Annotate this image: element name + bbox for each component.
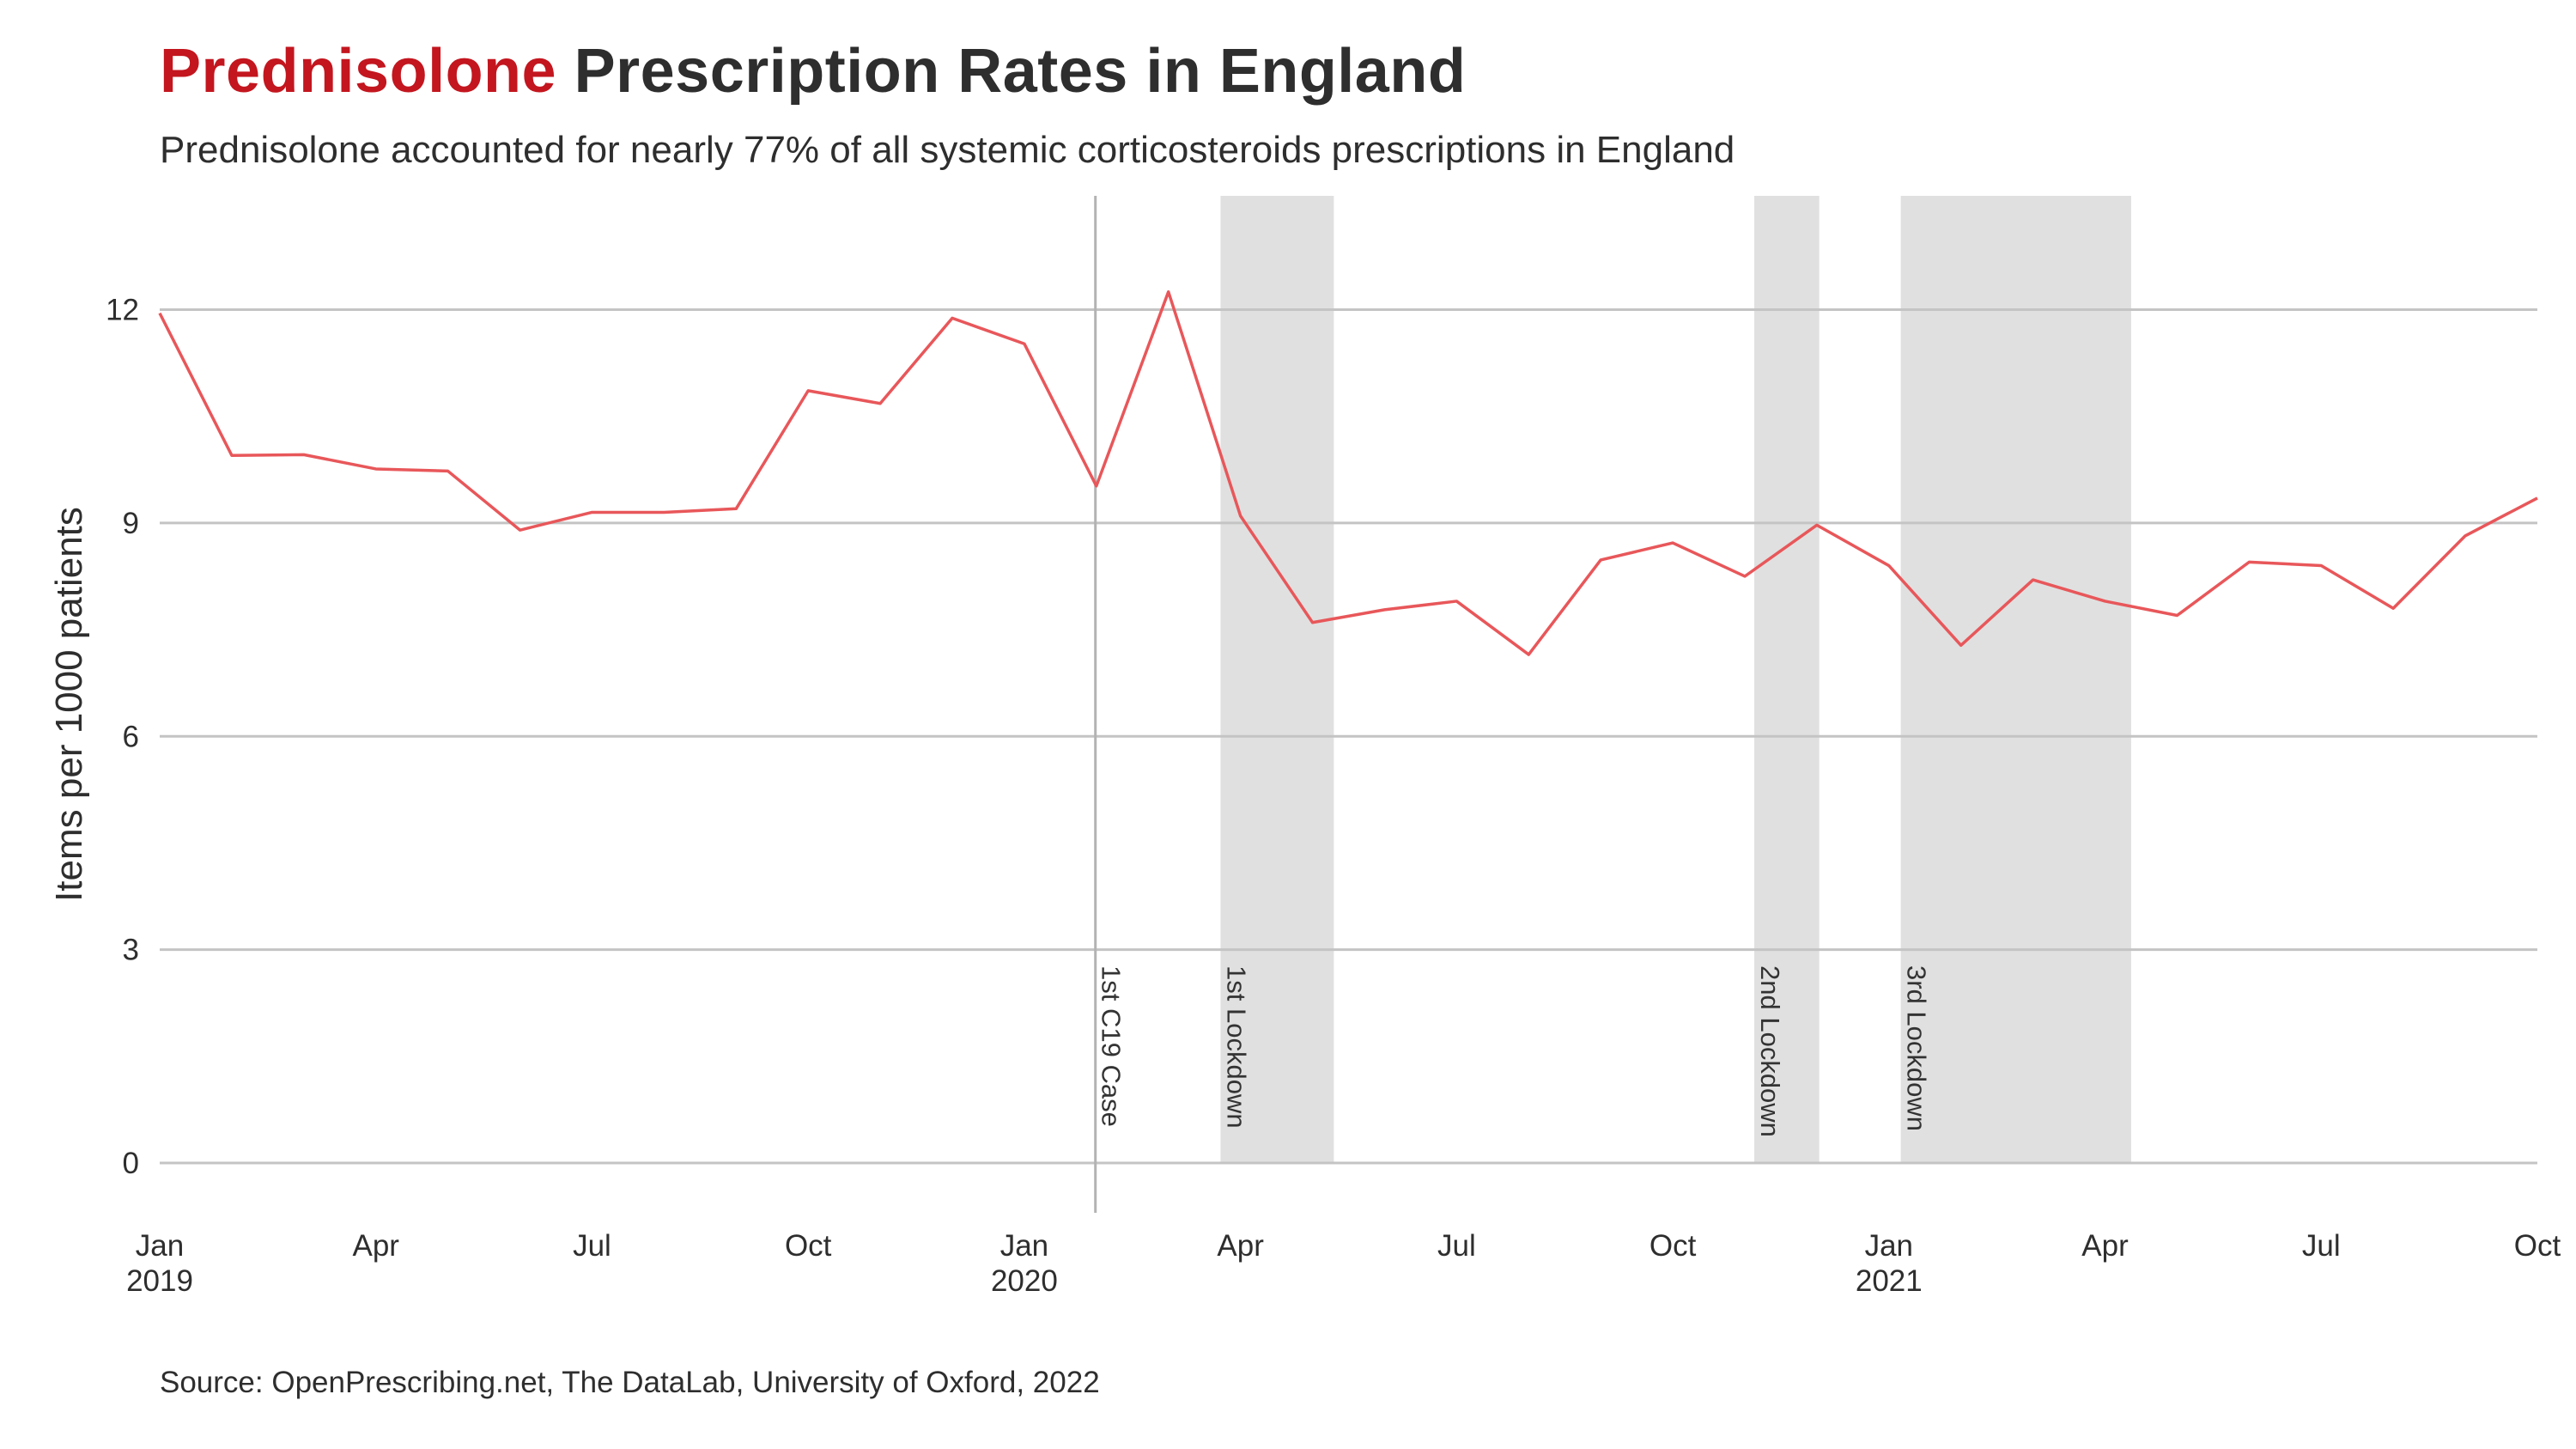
x-tick-label: Apr xyxy=(352,1229,399,1263)
x-tick-label: Apr xyxy=(1217,1229,1264,1263)
x-tick-label: Oct xyxy=(785,1229,832,1263)
annotation-label: 3rd Lockdown xyxy=(1902,965,1932,1131)
annotation-labels: 1st C19 Case 1st Lockdown 2nd Lockdown 3rd … xyxy=(1097,965,1932,1137)
lockdown-shade xyxy=(1754,196,1820,1164)
title-rest: Prescription Rates in England xyxy=(556,37,1467,106)
x-tick-year: 2021 xyxy=(1856,1264,1923,1298)
x-tick-label: Oct xyxy=(1649,1229,1697,1263)
x-tick-label: Jan xyxy=(136,1229,184,1263)
x-tick-label: Apr xyxy=(2081,1229,2129,1263)
y-tick-labels: 0 3 6 9 12 xyxy=(106,293,139,1180)
x-tick-year: 2020 xyxy=(991,1264,1058,1298)
y-tick-label: 12 xyxy=(106,293,139,326)
x-tick-label: Jul xyxy=(1437,1229,1476,1263)
lockdown-shades xyxy=(1220,196,2131,1164)
y-tick-label: 3 xyxy=(123,934,139,967)
annotation-label: 2nd Lockdown xyxy=(1755,965,1785,1137)
series-line xyxy=(158,290,2538,656)
annotation-label: 1st Lockdown xyxy=(1221,965,1251,1129)
title-highlight: Prednisolone xyxy=(160,37,557,106)
annotation-label: 1st C19 Case xyxy=(1097,965,1127,1127)
x-tick-label: Jan xyxy=(1865,1229,1913,1263)
y-axis-label: Items per 1000 patients xyxy=(48,507,90,902)
chart-subtitle: Prednisolone accounted for nearly 77% of… xyxy=(160,129,1735,171)
x-tick-label: Jul xyxy=(573,1229,611,1263)
x-tick-label: Jul xyxy=(2302,1229,2341,1263)
x-tick-label: Jan xyxy=(1000,1229,1048,1263)
chart-title: Prednisolone Prescription Rates in Engla… xyxy=(160,36,1466,107)
x-tick-year: 2019 xyxy=(126,1264,193,1298)
source-caption: Source: OpenPrescribing.net, The DataLab… xyxy=(160,1366,1100,1399)
y-tick-label: 6 xyxy=(123,720,139,753)
series-layer xyxy=(158,290,2538,656)
lockdown-shade xyxy=(1220,196,1334,1164)
y-gridlines xyxy=(160,307,2537,1165)
y-tick-label: 9 xyxy=(123,507,139,540)
lockdown-shade xyxy=(1900,196,2131,1164)
y-tick-label: 0 xyxy=(123,1147,139,1180)
x-tick-label: Oct xyxy=(2514,1229,2561,1263)
